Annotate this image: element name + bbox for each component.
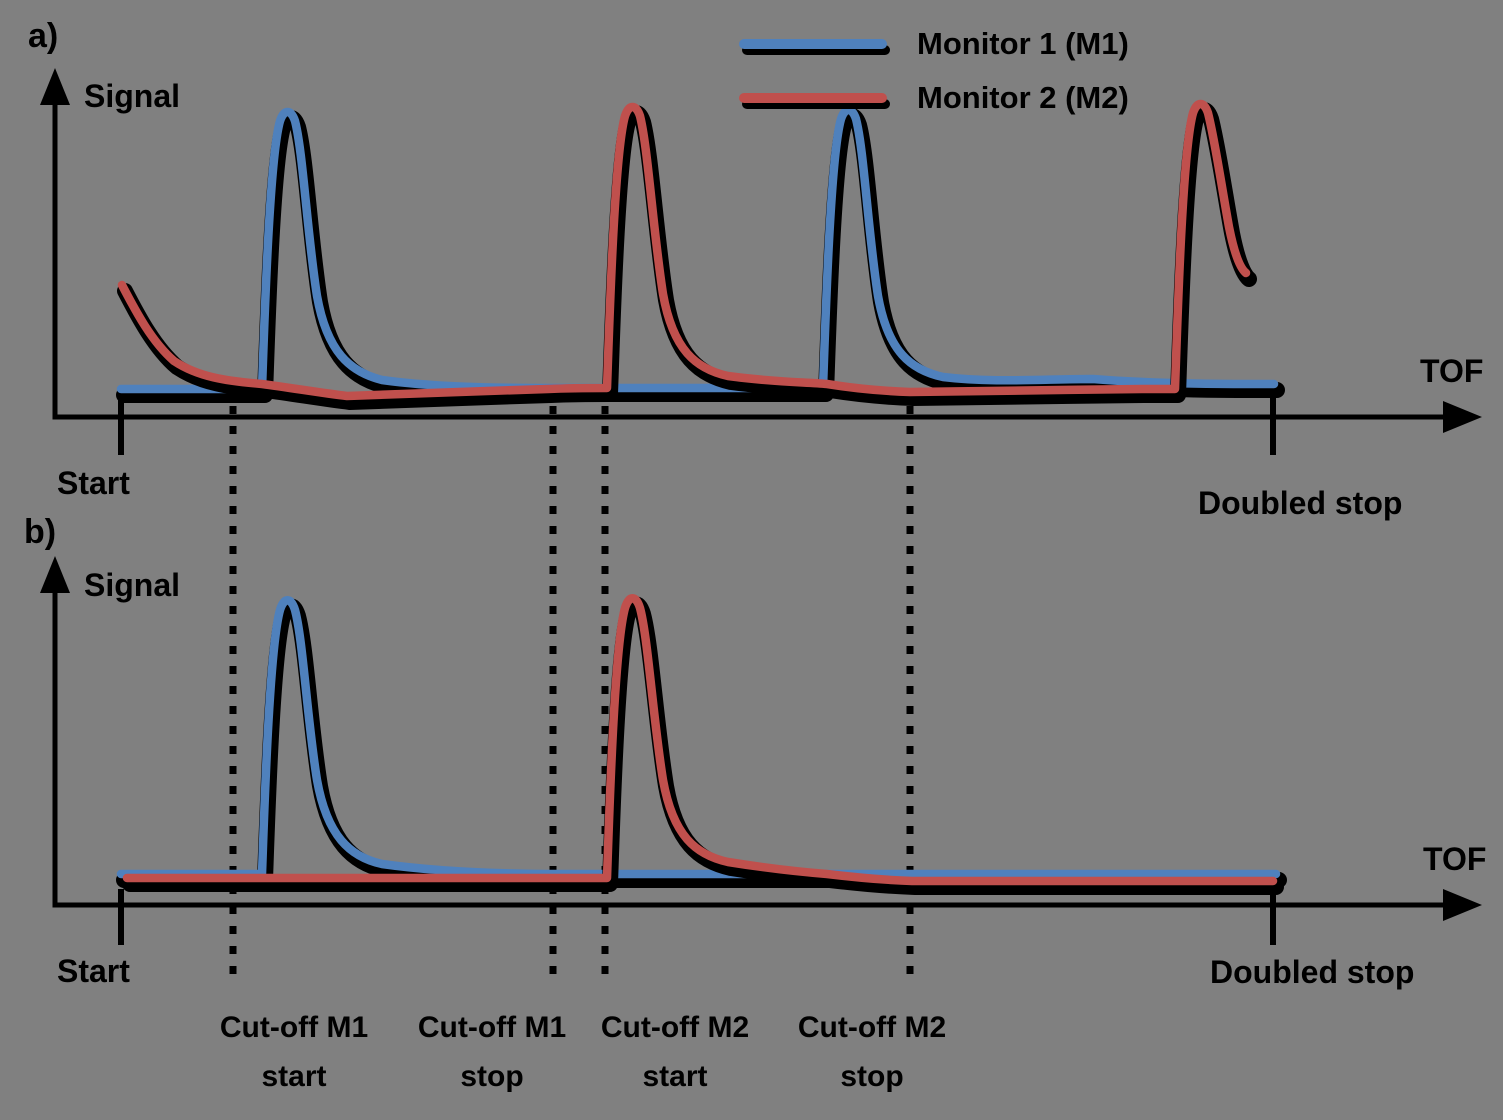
panel-b-m1-curve: [116, 596, 1281, 879]
cutoff-label-m2-stop-line1: Cut-off M2: [797, 1011, 947, 1044]
panel-b-axes: [52, 590, 1448, 908]
panel-b-start-label: Start: [57, 953, 130, 989]
legend-label-monitor1: Monitor 1 (M1): [917, 26, 1129, 61]
cutoff-label-m1-start-line2: start: [261, 1060, 327, 1093]
panel-a-tof-axis-label: TOF: [1420, 353, 1484, 389]
monitor2-line-swatch: [739, 93, 887, 103]
cutoff-label-m1-start: Cut-off M1 start: [220, 1003, 368, 1101]
panel-a-label: a): [28, 17, 59, 55]
cutoff-label-m2-start: Cut-off M2 start: [601, 1003, 749, 1101]
panel-a-m1-curve: [116, 105, 1279, 394]
panel-a-signal-axis-label: Signal: [84, 78, 181, 114]
cutoff-label-m2-stop-line2: stop: [840, 1060, 904, 1093]
legend-item-monitor2: Monitor 2 (M2): [739, 80, 1129, 116]
panel-a-xaxis-arrow: [1443, 401, 1482, 433]
cutoff-label-m2-stop: Cut-off M2 stop: [798, 1003, 946, 1101]
legend-label-monitor2: Monitor 2 (M2): [917, 80, 1129, 115]
panel-b-doubled-stop-label: Doubled stop: [1210, 954, 1415, 990]
panel-b-yaxis-arrow: [40, 556, 70, 593]
monitor1-line-swatch: [739, 39, 887, 49]
panel-a-start-label: Start: [57, 465, 130, 501]
panel-a-axes: [52, 100, 1448, 420]
panel-a-yaxis-arrow: [40, 68, 70, 105]
panel-b-xaxis-arrow: [1443, 889, 1482, 921]
panel-b-signal-axis-label: Signal: [84, 567, 181, 603]
cutoff-label-m1-start-line1: Cut-off M1: [219, 1011, 369, 1044]
legend-item-monitor1: Monitor 1 (M1): [739, 26, 1129, 62]
cutoff-label-m1-stop: Cut-off M1 stop: [418, 1003, 566, 1101]
panel-a-doubled-stop-label: Doubled stop: [1198, 485, 1403, 521]
cutoff-label-m2-start-line1: Cut-off M2: [600, 1011, 750, 1044]
panel-a-m2-curve: [117, 99, 1251, 401]
panel-b-m2-curve: [122, 594, 1278, 886]
panel-b-tof-axis-label: TOF: [1423, 841, 1487, 877]
panel-b-label: b): [24, 513, 57, 551]
cutoff-label-m1-stop-line1: Cut-off M1: [417, 1011, 567, 1044]
cutoff-label-m1-stop-line2: stop: [460, 1060, 524, 1093]
cutoff-label-m2-start-line2: start: [642, 1060, 708, 1093]
